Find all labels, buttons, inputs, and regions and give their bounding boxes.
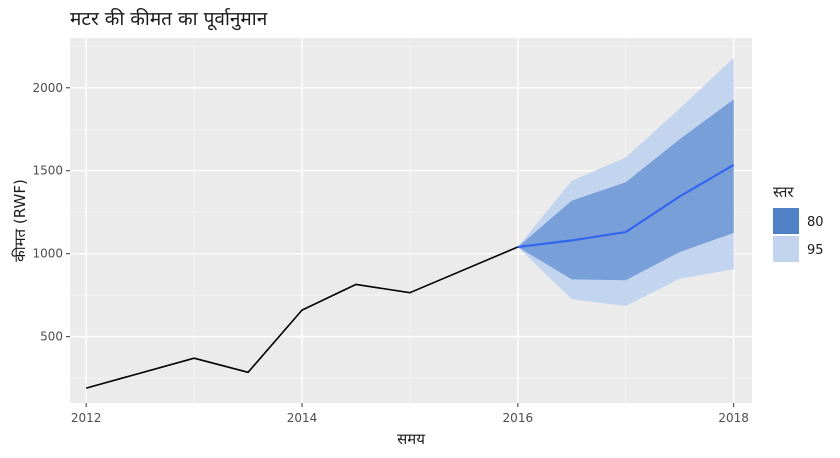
interval-band-80 bbox=[517, 99, 734, 281]
prediction-interval-bands bbox=[517, 57, 734, 306]
y-axis: 500 1000 1500 2000 bbox=[32, 81, 70, 344]
forecast-line bbox=[517, 163, 735, 249]
legend-label-95: 95 bbox=[807, 243, 824, 258]
chart-title: मटर की कीमत का पूर्वानुमान bbox=[70, 7, 268, 31]
x-axis-title: समय bbox=[397, 430, 425, 448]
x-tick-label: 2012 bbox=[71, 411, 102, 425]
series-lines bbox=[85, 163, 735, 389]
legend-title: स्तर bbox=[773, 183, 794, 201]
legend-label-80: 80 bbox=[807, 215, 824, 230]
y-tick-label: 500 bbox=[40, 330, 63, 344]
x-tick-label: 2016 bbox=[503, 411, 534, 425]
y-tick-label: 1500 bbox=[32, 164, 63, 178]
x-tick-label: 2014 bbox=[287, 411, 318, 425]
major-gridlines bbox=[70, 38, 752, 403]
legend: स्तर 80 95 bbox=[773, 183, 824, 262]
x-axis: 2012 2014 2016 2018 bbox=[71, 403, 749, 425]
legend-swatch-80 bbox=[773, 208, 799, 234]
y-tick-label: 2000 bbox=[32, 81, 63, 95]
legend-swatch-95 bbox=[773, 236, 799, 262]
y-axis-title: कीमत (RWF) bbox=[11, 179, 29, 262]
x-tick-label: 2018 bbox=[718, 411, 749, 425]
y-tick-label: 1000 bbox=[32, 247, 63, 261]
